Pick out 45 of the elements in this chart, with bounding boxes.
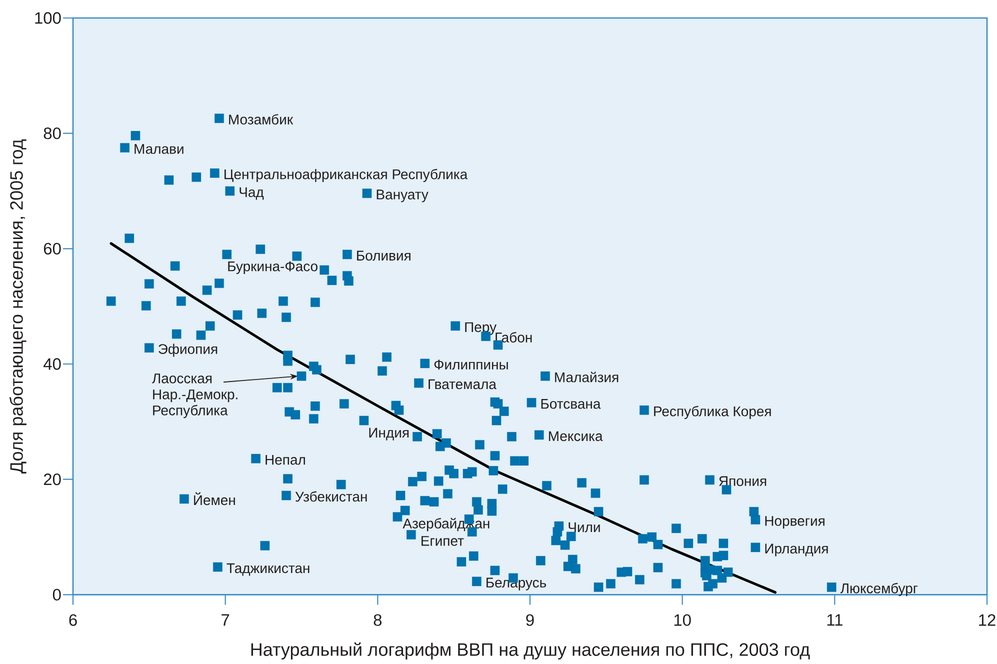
annotation: Таджикистан [226,563,310,576]
annotation: Вануату [376,190,428,202]
annotation: Малайзия [555,372,618,382]
annotation: Азербайджан [402,518,490,532]
x-tick-label: 9 [526,614,534,626]
x-tick-label: 12 [979,614,996,626]
annotation: Норвегия [765,516,824,529]
annotation: Перу [465,322,497,335]
y-tick-label: 100 [35,12,61,24]
annotation: Чили [568,522,600,532]
annotation: Мозамбик [229,114,294,124]
y-tick-label: 60 [44,242,61,255]
annotation: Индия [369,428,409,440]
annotation: Ирландия [765,544,828,556]
y-tick-label: 20 [44,474,61,486]
annotation: Лаосская Нар.-Демокр. Республика [152,374,238,418]
x-tick-label: 6 [69,614,77,626]
annotation: Чад [240,187,264,200]
annotation: Республика Корея [654,406,771,420]
annotation: Центральноафриканская Республика [224,168,468,182]
x-axis-title: Натуральный логарифм ВВП на душу населения по ППС, 2003 год [251,642,810,660]
y-tick-label: 0 [52,588,61,601]
annotation: Ботсвана [541,399,601,409]
y-axis-title: Доля работающего населения, 2005 год [10,139,26,474]
annotation: Малави [134,144,184,154]
annotation: Буркина-Фасо [228,261,318,274]
annotation: Эфиопия [158,344,218,357]
annotation: Египет [422,536,464,546]
annotation: Гватемала [428,379,496,390]
y-tick-label: 40 [44,358,61,370]
y-tick-label: 80 [44,127,61,140]
annotation: Мексика [548,431,603,442]
x-tick-label: 11 [827,614,842,626]
x-tick-label: 7 [222,614,230,626]
annotation: Люксембург [840,582,918,596]
annotation: Йемен [194,492,235,506]
annotation: Габон [496,332,532,342]
x-tick-label: 8 [374,614,382,626]
annotation: Япония [719,476,766,486]
annotation: Боливия [357,250,410,261]
annotation: Узбекистан [295,491,367,502]
x-tick-label: 10 [674,614,691,626]
annotation: Непал [266,454,305,465]
annotation: Филиппины [434,360,508,370]
annotation: Беларусь [486,578,546,590]
